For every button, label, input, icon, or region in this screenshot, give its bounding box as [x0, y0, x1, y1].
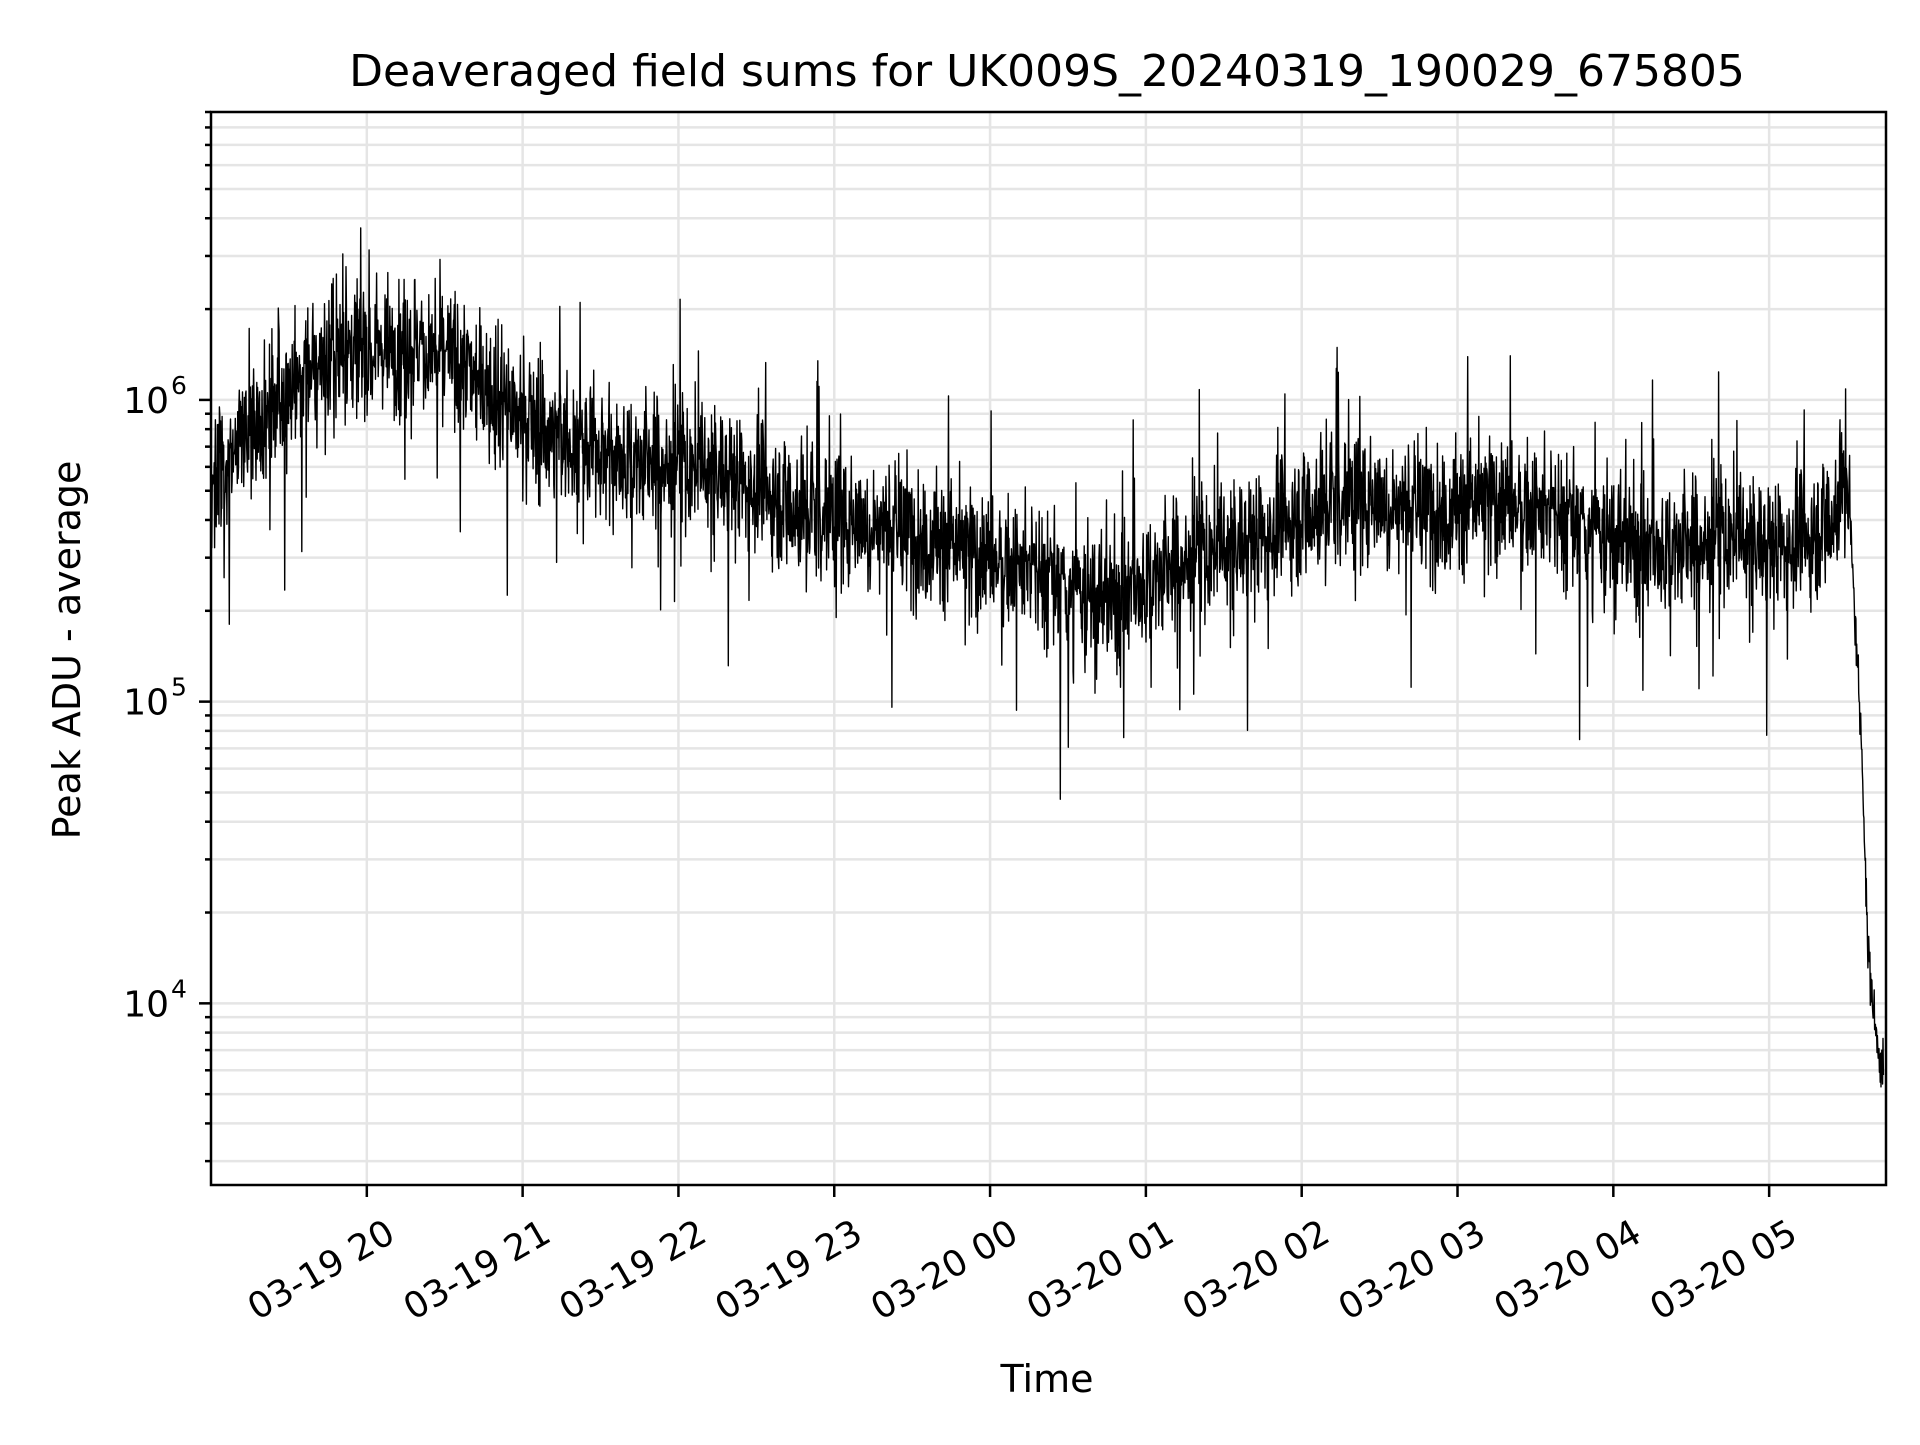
- y-tick-label: 10: [123, 683, 169, 724]
- chart-title: Deaveraged field sums for UK009S_2024031…: [349, 46, 1745, 97]
- x-axis-label: Time: [1000, 1357, 1094, 1401]
- y-tick-exponent: 5: [171, 673, 187, 702]
- y-tick-exponent: 4: [171, 974, 187, 1003]
- y-tick-exponent: 6: [171, 371, 187, 400]
- series-line: [210, 227, 1885, 1088]
- y-tick-label: 10: [123, 984, 169, 1025]
- y-axis-label: Peak ADU - average: [45, 461, 89, 840]
- series-layer: [210, 227, 1885, 1088]
- plot-frame: [209, 110, 1888, 1187]
- y-tick-label: 10: [123, 381, 169, 422]
